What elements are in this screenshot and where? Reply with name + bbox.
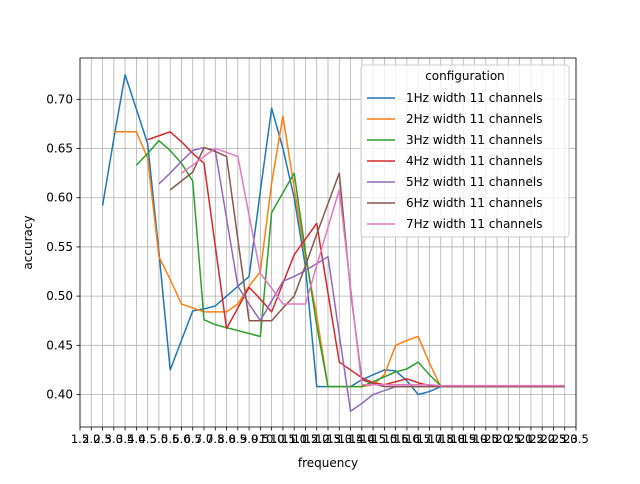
x-tick-label: 5.0 [150,432,168,446]
x-tick-label: 18.0 [439,432,465,446]
legend-label: 4Hz width 11 channels [406,154,542,168]
x-tick-label: 13.5 [338,432,364,446]
x-axis-ticks: 1.52.02.53.03.54.04.55.05.56.06.57.07.58… [71,427,589,446]
x-tick-label: 7.5 [206,432,224,446]
legend-title: configuration [425,69,505,83]
x-tick-label: 15.5 [383,432,409,446]
x-tick-label: 21.0 [507,432,533,446]
x-tick-label: 7.0 [195,432,213,446]
x-tick-label: 23.5 [563,432,589,446]
x-tick-label: 8.0 [217,432,235,446]
x-tick-label: 4.0 [127,432,145,446]
y-tick-label: 0.45 [46,338,73,352]
x-tick-label: 4.5 [138,432,156,446]
legend-entries: 1Hz width 11 channels 2Hz width 11 channe… [367,91,542,231]
x-tick-label: 6.0 [172,432,190,446]
legend-label: 5Hz width 11 channels [406,175,542,189]
y-tick-label: 0.50 [46,289,73,303]
legend-box [360,64,570,238]
x-tick-label: 1.5 [71,432,89,446]
x-tick-label: 22.0 [529,432,555,446]
y-tick-label: 0.70 [46,92,73,106]
x-tick-label: 2.0 [82,432,100,446]
x-tick-label: 22.5 [541,432,567,446]
legend-label: 2Hz width 11 channels [406,112,542,126]
x-tick-label: 15.0 [372,432,398,446]
x-axis-label: frequency [298,456,358,470]
x-tick-label: 21.5 [518,432,544,446]
x-tick-label: 14.0 [349,432,375,446]
x-tick-label: 8.5 [229,432,247,446]
x-tick-label: 2.5 [93,432,111,446]
x-tick-label: 10.0 [259,432,285,446]
x-tick-label: 5.5 [161,432,179,446]
x-tick-label: 11.0 [281,432,307,446]
x-tick-label: 14.5 [360,432,386,446]
series-line-7 [181,147,565,387]
x-tick-label: 9.0 [240,432,258,446]
legend-label: 7Hz width 11 channels [406,217,542,231]
x-tick-label: 16.5 [405,432,431,446]
y-tick-label: 0.65 [46,142,73,156]
x-tick-label: 12.5 [315,432,341,446]
y-tick-label: 0.60 [46,191,73,205]
y-tick-label: 0.40 [46,388,73,402]
x-tick-label: 19.5 [473,432,499,446]
y-axis-label: accuracy [21,215,35,269]
x-tick-label: 13.0 [326,432,352,446]
x-tick-label: 19.0 [462,432,488,446]
x-tick-label: 20.0 [484,432,510,446]
x-tick-label: 11.5 [293,432,319,446]
x-tick-label: 12.0 [304,432,330,446]
legend-label: 1Hz width 11 channels [406,91,542,105]
series-line-6 [169,146,565,388]
legend-label: 6Hz width 11 channels [406,196,542,210]
x-tick-label: 16.0 [394,432,420,446]
y-tick-label: 0.55 [46,240,73,254]
x-tick-label: 10.5 [270,432,296,446]
x-tick-label: 3.5 [116,432,134,446]
x-tick-label: 6.5 [184,432,202,446]
legend-label: 3Hz width 11 channels [406,133,542,147]
x-tick-label: 9.5 [251,432,269,446]
legend: configuration 1Hz width 11 channels 2Hz w… [360,64,570,238]
x-tick-label: 3.0 [105,432,123,446]
x-tick-label: 20.5 [496,432,522,446]
y-axis-ticks: 0.40 0.45 0.50 0.55 0.60 0.65 0.70 [46,92,80,402]
x-tick-label: 18.5 [450,432,476,446]
x-tick-label: 17.5 [428,432,454,446]
x-tick-label: 23.0 [552,432,578,446]
series-lines [101,73,565,413]
x-tick-label: 17.0 [417,432,443,446]
